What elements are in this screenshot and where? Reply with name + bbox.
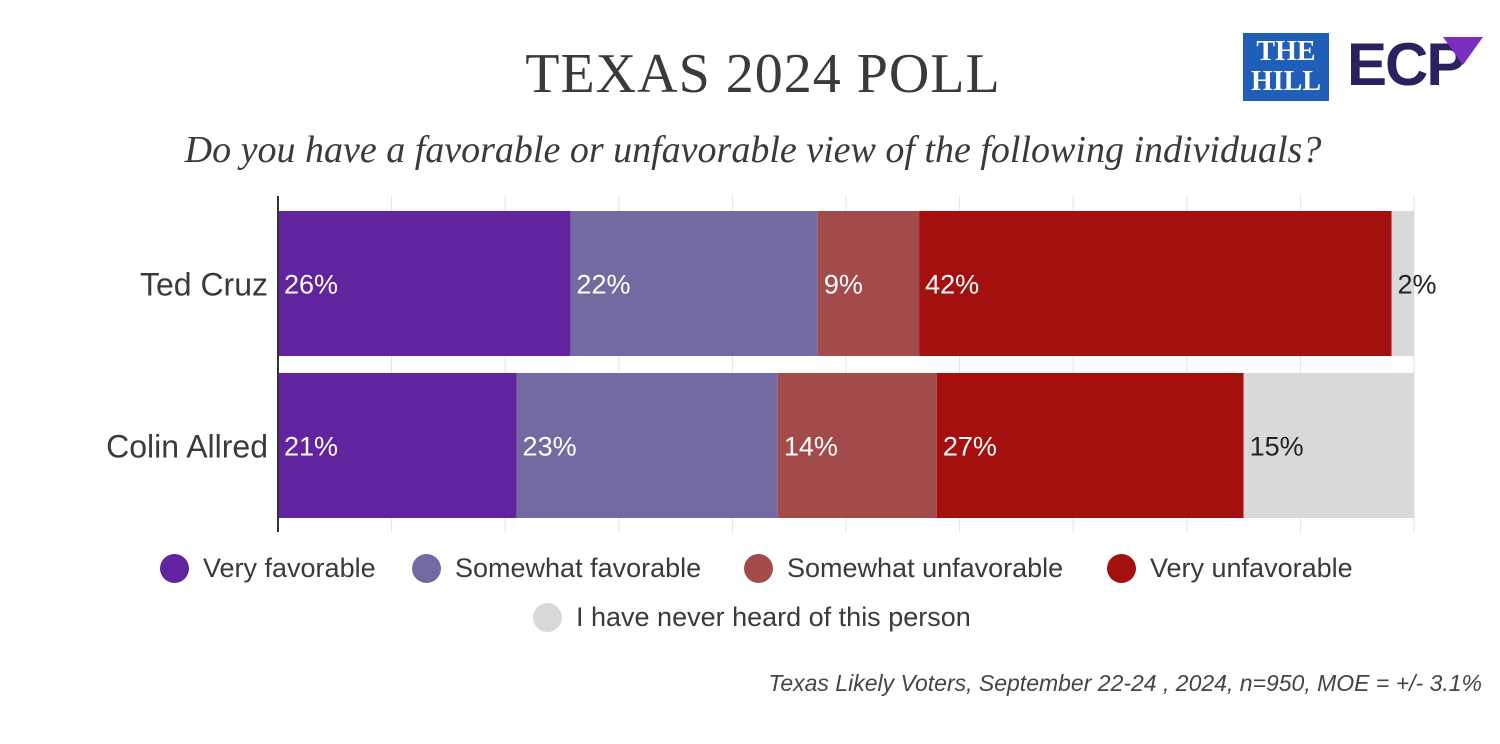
- bar-segment: [278, 211, 571, 356]
- category-label: Ted Cruz: [140, 267, 268, 303]
- legend-label: Very favorable: [203, 553, 376, 583]
- the-hill-logo: THE HILL: [1243, 33, 1329, 101]
- ecp-chevron-shape: [1443, 37, 1483, 65]
- the-hill-logo-line1: THE: [1256, 36, 1316, 67]
- data-label: 23%: [523, 432, 577, 462]
- legend-label: Somewhat favorable: [455, 553, 702, 583]
- bar-segment: [777, 373, 937, 518]
- data-label: 26%: [284, 270, 338, 300]
- the-hill-logo-line2: HILL: [1250, 66, 1322, 97]
- bar-segment: [516, 373, 778, 518]
- legend-swatch: [160, 554, 189, 583]
- bar-segment: [1391, 211, 1414, 356]
- data-label: 42%: [925, 270, 979, 300]
- legend-item: Very unfavorable: [1107, 553, 1353, 584]
- legend-item: Very favorable: [160, 553, 376, 584]
- data-label: 21%: [284, 432, 338, 462]
- data-label: 14%: [784, 432, 838, 462]
- chart-title: TEXAS 2024 POLL: [525, 43, 1001, 105]
- bar-segment: [278, 373, 517, 518]
- legend-label: Somewhat unfavorable: [787, 553, 1064, 583]
- legend-item: Somewhat unfavorable: [744, 553, 1063, 584]
- legend-swatch: [1107, 554, 1136, 583]
- ecp-logo-text: ECP: [1347, 31, 1466, 98]
- ecp-logo-chevron-icon: [1443, 37, 1483, 65]
- data-label: 15%: [1250, 432, 1304, 462]
- legend-item: Somewhat favorable: [412, 553, 701, 584]
- legend-swatch: [412, 554, 441, 583]
- ecp-logo: ECP: [1347, 31, 1483, 98]
- chart-subtitle: Do you have a favorable or unfavorable v…: [184, 129, 1322, 171]
- bar-segment: [1243, 373, 1414, 518]
- legend-swatch: [533, 603, 562, 632]
- legend-item: I have never heard of this person: [533, 602, 971, 633]
- bar-segment: [817, 211, 920, 356]
- bar-segment: [936, 373, 1244, 518]
- data-label: 27%: [943, 432, 997, 462]
- legend-swatch: [744, 554, 773, 583]
- legend-label: Very unfavorable: [1150, 553, 1353, 583]
- legend-label: I have never heard of this person: [576, 602, 971, 632]
- data-label: 2%: [1398, 270, 1437, 300]
- data-label: 22%: [576, 270, 630, 300]
- footnote: Texas Likely Voters, September 22-24 , 2…: [768, 670, 1482, 696]
- data-label: 9%: [824, 270, 863, 300]
- bar-segment: [570, 211, 818, 356]
- category-label: Colin Allred: [106, 429, 268, 465]
- bar-segment: [919, 211, 1392, 356]
